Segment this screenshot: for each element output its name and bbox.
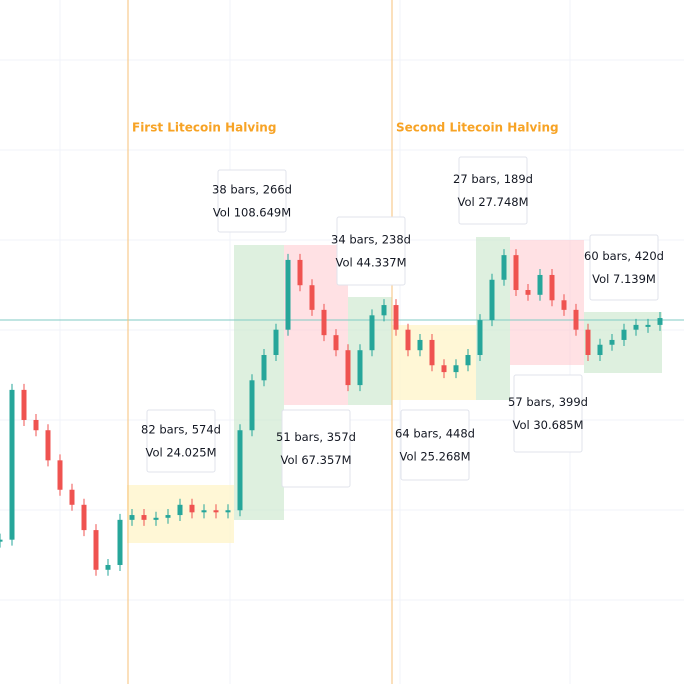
range-bars: 64 bars, 448d bbox=[395, 427, 475, 441]
range-bars: 57 bars, 399d bbox=[508, 395, 588, 409]
candle bbox=[561, 300, 567, 310]
candle bbox=[309, 285, 315, 310]
candle bbox=[453, 365, 459, 373]
range-bars: 60 bars, 420d bbox=[584, 249, 664, 263]
candle bbox=[645, 324, 651, 327]
candle bbox=[417, 339, 423, 351]
candle bbox=[93, 530, 99, 570]
candle bbox=[201, 510, 207, 513]
candle bbox=[549, 274, 555, 301]
candles bbox=[0, 249, 663, 576]
candle bbox=[609, 339, 615, 345]
candle bbox=[129, 515, 135, 520]
candle bbox=[537, 274, 543, 295]
candle bbox=[177, 504, 183, 516]
range-volume: Vol 67.357M bbox=[280, 453, 351, 467]
candle bbox=[297, 259, 303, 286]
candle bbox=[105, 564, 111, 570]
range-bars: 34 bars, 238d bbox=[331, 233, 411, 247]
candle bbox=[393, 305, 399, 330]
candle bbox=[141, 515, 147, 520]
candle bbox=[477, 320, 483, 355]
halving-label: First Litecoin Halving bbox=[132, 121, 276, 135]
candle bbox=[525, 290, 531, 295]
range-label-box bbox=[589, 234, 659, 301]
range-label-box bbox=[336, 216, 406, 286]
candle bbox=[369, 315, 375, 351]
candle bbox=[57, 460, 63, 490]
candle bbox=[501, 255, 507, 280]
candle bbox=[81, 504, 87, 531]
candle bbox=[261, 354, 267, 381]
range-label-box bbox=[281, 409, 351, 488]
range-volume: Vol 30.685M bbox=[512, 418, 583, 432]
candle bbox=[345, 350, 351, 386]
candle bbox=[237, 430, 243, 511]
range-label-box bbox=[458, 156, 528, 225]
range-volume: Vol 108.649M bbox=[213, 206, 291, 220]
candle bbox=[441, 365, 447, 373]
range-volume: Vol 44.337M bbox=[335, 256, 406, 270]
range-volume: Vol 25.268M bbox=[399, 450, 470, 464]
candle bbox=[165, 515, 171, 518]
range-bars: 82 bars, 574d bbox=[141, 423, 221, 437]
range-volume: Vol 27.748M bbox=[457, 195, 528, 209]
candle bbox=[285, 259, 291, 330]
candle bbox=[69, 489, 75, 505]
candle bbox=[573, 309, 579, 330]
range-label-box bbox=[146, 409, 216, 473]
range-labels: 82 bars, 574d Vol 24.025M 38 bars, 266d Vol… bbox=[141, 156, 664, 488]
candle bbox=[381, 305, 387, 316]
candle bbox=[465, 354, 471, 366]
range-label-box bbox=[400, 409, 470, 481]
candle bbox=[405, 329, 411, 351]
candle bbox=[429, 339, 435, 366]
candle bbox=[273, 329, 279, 355]
range-label-box bbox=[217, 169, 287, 233]
candle bbox=[585, 329, 591, 355]
candle bbox=[117, 519, 123, 565]
candle bbox=[21, 389, 27, 420]
range-bars: 51 bars, 357d bbox=[276, 430, 356, 444]
candle bbox=[489, 279, 495, 321]
candle bbox=[249, 380, 255, 431]
candle bbox=[45, 430, 51, 461]
range-bars: 38 bars, 266d bbox=[212, 183, 292, 197]
candle bbox=[333, 335, 339, 351]
candle bbox=[357, 350, 363, 386]
candle bbox=[597, 344, 603, 355]
candle bbox=[189, 504, 195, 513]
candle bbox=[633, 324, 639, 330]
range-volume: Vol 24.025M bbox=[145, 446, 216, 460]
halving-label: Second Litecoin Halving bbox=[396, 121, 559, 135]
candle bbox=[153, 517, 159, 520]
candle bbox=[225, 510, 231, 513]
candle bbox=[657, 318, 663, 325]
candle bbox=[621, 329, 627, 340]
candle bbox=[0, 539, 3, 542]
candle bbox=[9, 389, 15, 540]
candle bbox=[513, 255, 519, 291]
range-label-box bbox=[513, 374, 583, 453]
candle bbox=[321, 309, 327, 336]
candle bbox=[33, 419, 39, 431]
range-volume: Vol 7.139M bbox=[592, 272, 656, 286]
range-bars: 27 bars, 189d bbox=[453, 172, 533, 186]
candle bbox=[213, 510, 219, 513]
